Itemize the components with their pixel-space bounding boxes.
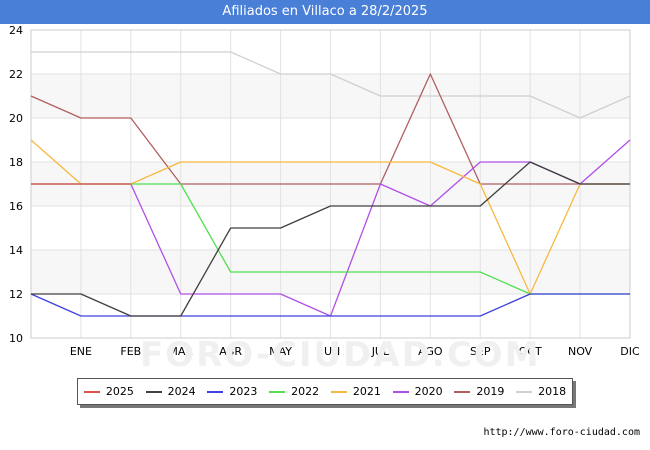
legend-swatch	[516, 390, 533, 393]
y-tick-label: 24	[9, 24, 23, 37]
legend-label: 2018	[538, 385, 567, 398]
watermark-text: FORO-CIUDAD.COM	[140, 335, 541, 375]
source-url[interactable]: http://www.foro-ciudad.com	[483, 427, 640, 438]
legend-item-2020: 2020	[392, 385, 443, 398]
legend-swatch	[330, 390, 347, 393]
y-tick-label: 10	[9, 332, 23, 345]
series-lines	[30, 51, 631, 317]
legend-label: 2019	[476, 385, 505, 398]
x-tick-label: ENE	[70, 345, 92, 358]
x-tick-label: MAR	[168, 345, 193, 358]
legend-swatch	[454, 390, 471, 393]
legend-swatch	[207, 390, 224, 393]
legend-item-2019: 2019	[454, 385, 504, 398]
series-line-2018	[31, 51, 631, 119]
axis-labels: 10 12 14 16 18 20 22 24 ENE FEB MAR ABR MAY JUN JUL AGO…	[9, 24, 640, 358]
legend-label: 2022	[291, 385, 320, 398]
x-tick-label: OCT	[519, 345, 542, 358]
legend-label: 2024	[167, 385, 196, 398]
x-tick-label: FEB	[120, 345, 141, 358]
y-tick-label: 12	[9, 288, 23, 301]
y-tick-label: 16	[9, 200, 23, 213]
x-tick-label: AGO	[418, 345, 443, 358]
series-line-2024	[31, 161, 630, 317]
y-tick-label: 14	[9, 244, 23, 257]
legend-item-2021: 2021	[330, 385, 381, 398]
legend-label: 2021	[352, 385, 381, 398]
y-tick-label: 22	[9, 68, 23, 81]
legend-item-2024: 2024	[145, 385, 196, 398]
x-tick-label: ABR	[219, 345, 242, 358]
x-tick-label: JUL	[371, 345, 390, 358]
legend-label: 2023	[229, 385, 258, 398]
legend-item-2023: 2023	[207, 385, 257, 398]
x-tick-label: DIC	[620, 345, 640, 358]
legend-label: 2025	[105, 385, 134, 398]
chart-title: Afiliados en Villaco a 28/2/2025	[0, 0, 650, 24]
chart-legend: 2025 2024 2023 2022 2021 2020 2019 2018	[77, 378, 573, 405]
x-tick-label: SEP	[470, 345, 491, 358]
x-tick-label: MAY	[269, 345, 292, 358]
series-line-2019	[30, 73, 630, 185]
y-tick-label: 18	[9, 156, 23, 169]
legend-label: 2020	[414, 385, 443, 398]
x-tick-label: JUN	[320, 345, 341, 358]
legend-item-2022: 2022	[269, 385, 319, 398]
legend-item-2018: 2018	[516, 385, 566, 398]
legend-swatch	[145, 390, 162, 393]
legend-item-2025: 2025	[83, 385, 134, 398]
y-tick-label: 20	[9, 112, 23, 125]
legend-swatch	[83, 390, 100, 393]
x-tick-label: NOV	[568, 345, 593, 358]
legend-swatch	[392, 390, 409, 393]
legend-swatch	[269, 390, 286, 393]
